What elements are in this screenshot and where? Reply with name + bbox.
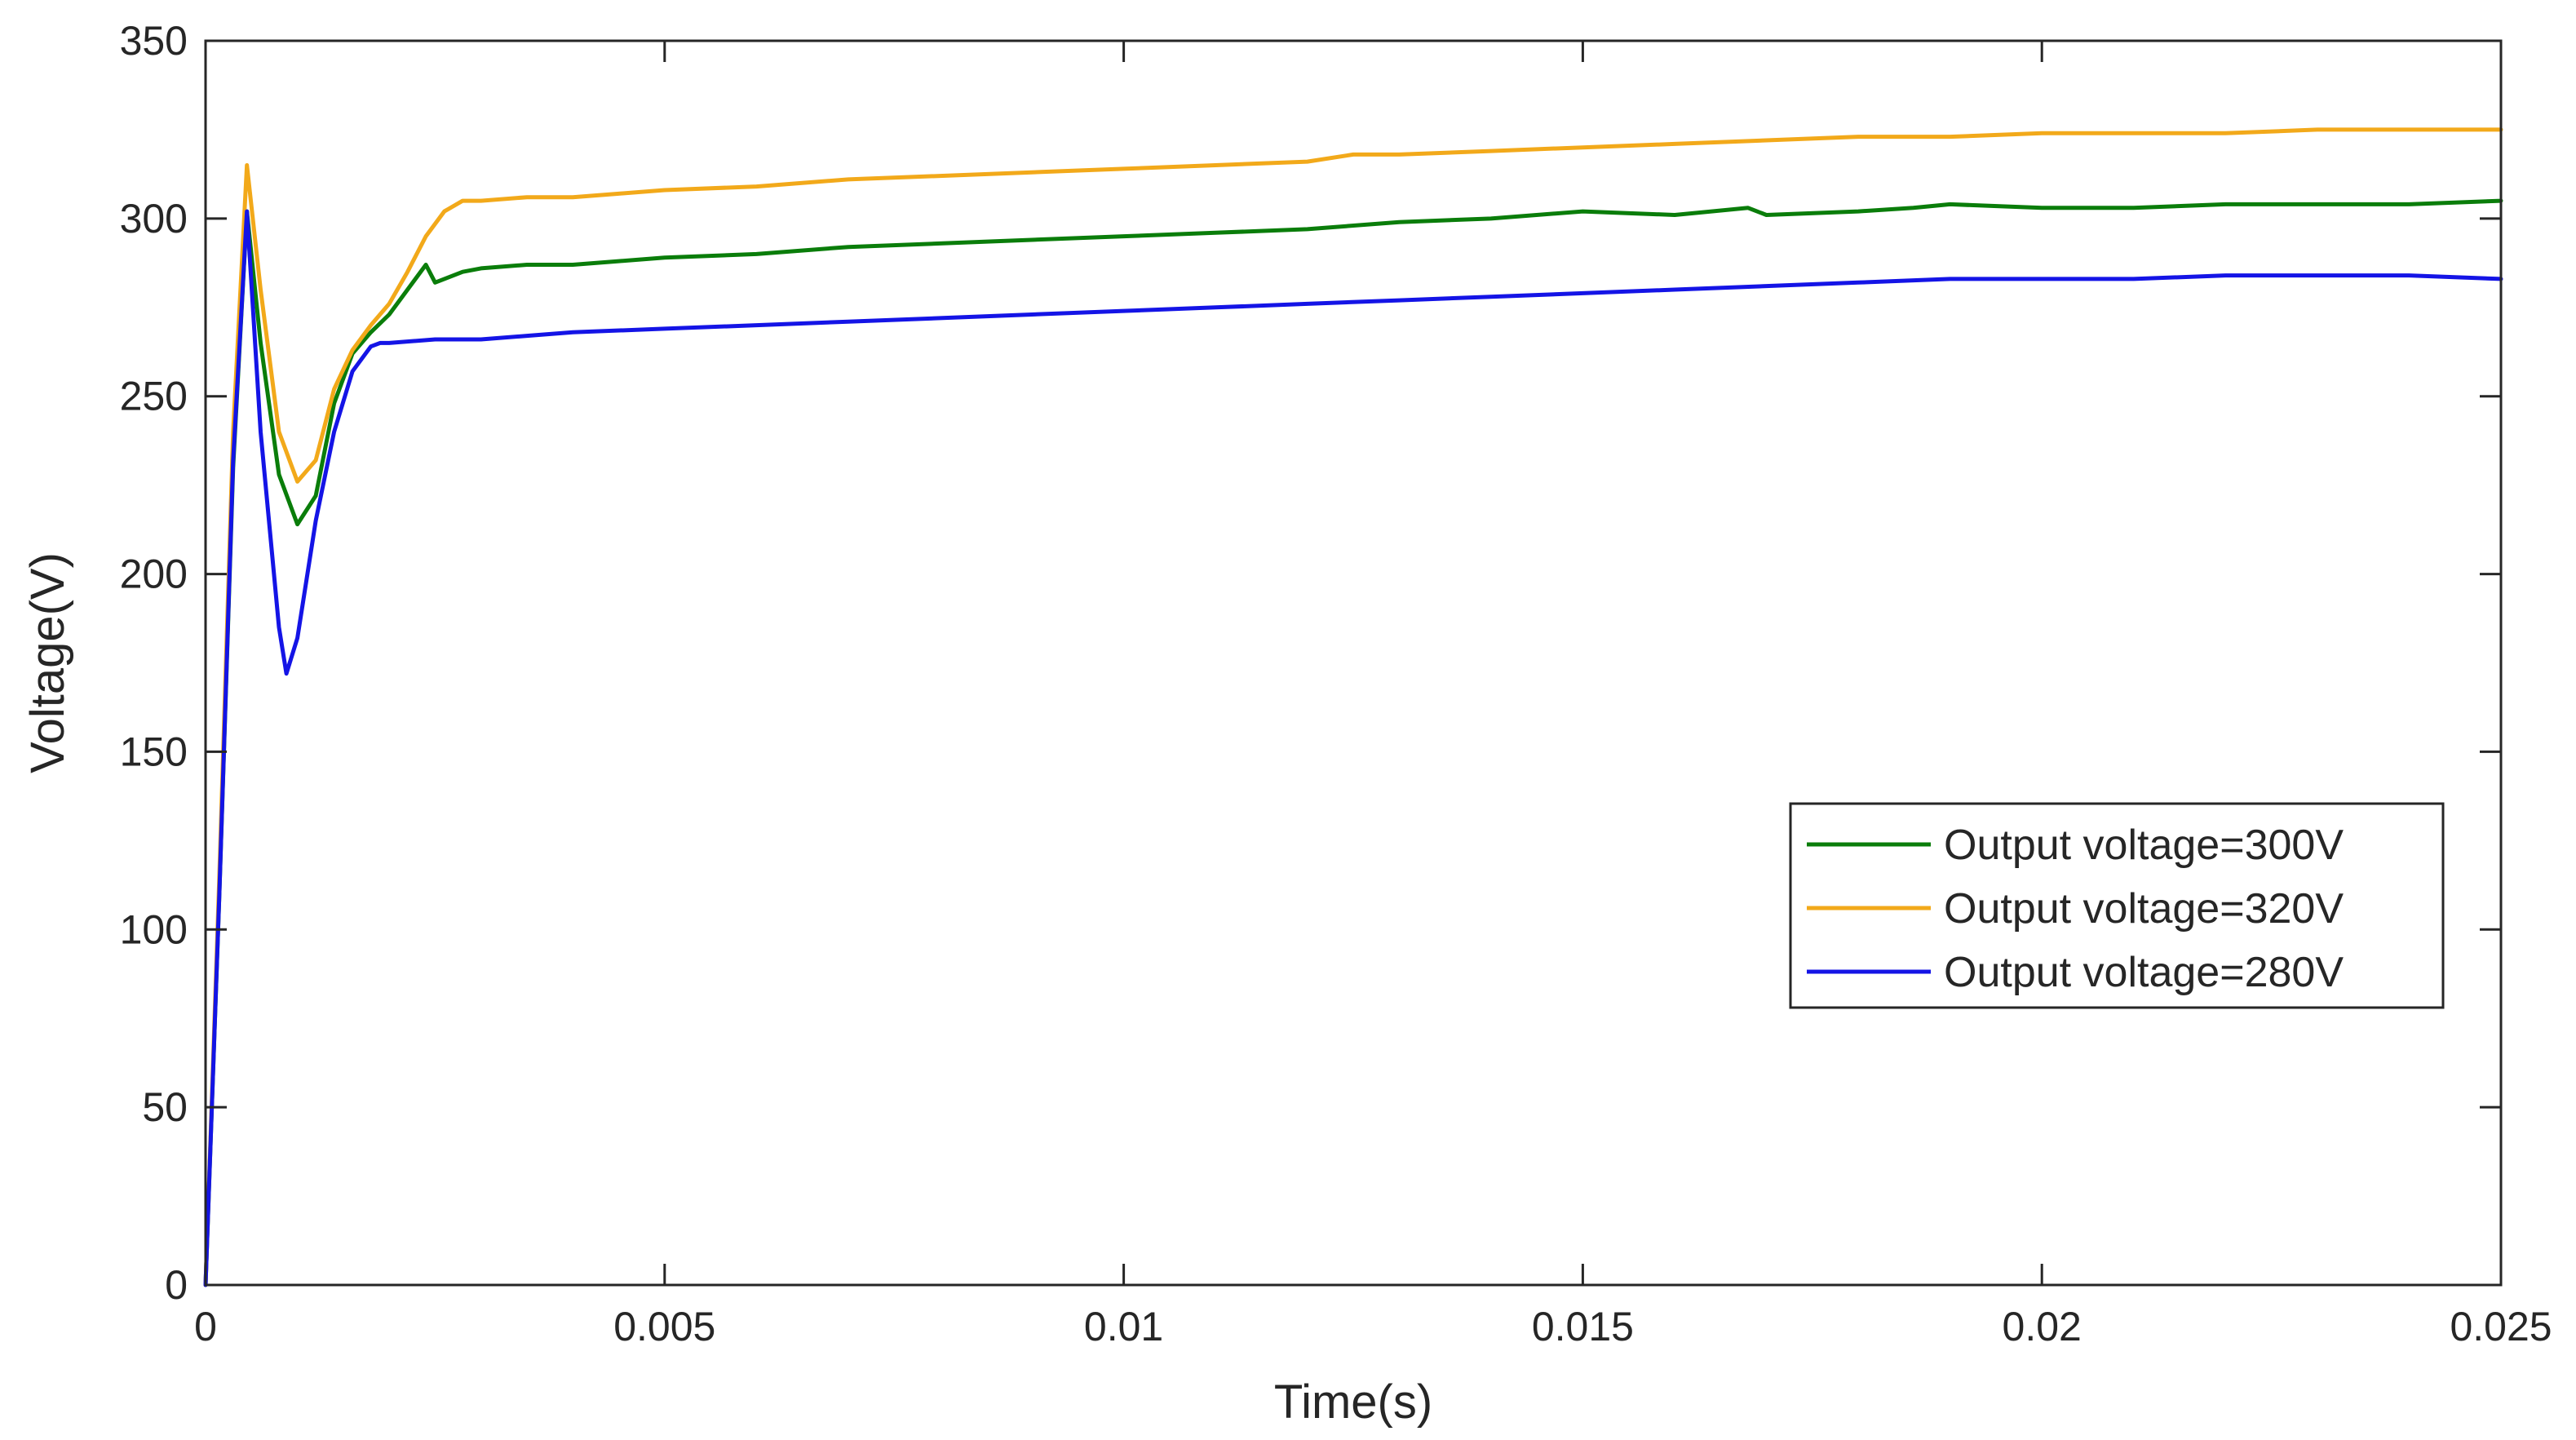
y-axis-label: Voltage(V) <box>21 552 74 773</box>
y-tick-label: 300 <box>120 196 188 241</box>
series-line-2 <box>203 127 2503 1287</box>
y-tick-label: 100 <box>120 906 188 952</box>
x-tick-label: 0.01 <box>1084 1304 1163 1349</box>
x-tick-label: 0.015 <box>1532 1304 1634 1349</box>
legend-label: Output voltage=320V <box>1944 885 2344 933</box>
y-tick-label: 250 <box>120 374 188 419</box>
x-axis-label: Time(s) <box>1274 1376 1432 1429</box>
legend-label: Output voltage=300V <box>1944 822 2344 869</box>
y-tick-label: 350 <box>120 18 188 64</box>
series-line-1 <box>203 198 2503 1287</box>
x-tick-label: 0.025 <box>2450 1304 2552 1349</box>
legend-label: Output voltage=280V <box>1944 949 2344 996</box>
axes-frame <box>204 39 2503 1287</box>
y-tick-label: 200 <box>120 552 188 597</box>
series-line-3 <box>203 209 2503 1287</box>
y-tick-label: 0 <box>165 1262 188 1308</box>
x-tick-label: 0.005 <box>613 1304 715 1349</box>
ticks-layer: 0 0.005 0.01 0.015 0.02 0.025 0 50 100 150 200 250 3… <box>120 18 2552 1349</box>
y-tick-label: 150 <box>120 729 188 774</box>
x-tick-label: 0.02 <box>2003 1304 2082 1349</box>
y-tick-label: 50 <box>142 1084 188 1130</box>
series-layer <box>203 127 2503 1287</box>
legend: Output voltage=300V Output voltage=320V Ou… <box>1789 802 2445 1009</box>
x-tick-label: 0 <box>194 1304 217 1349</box>
